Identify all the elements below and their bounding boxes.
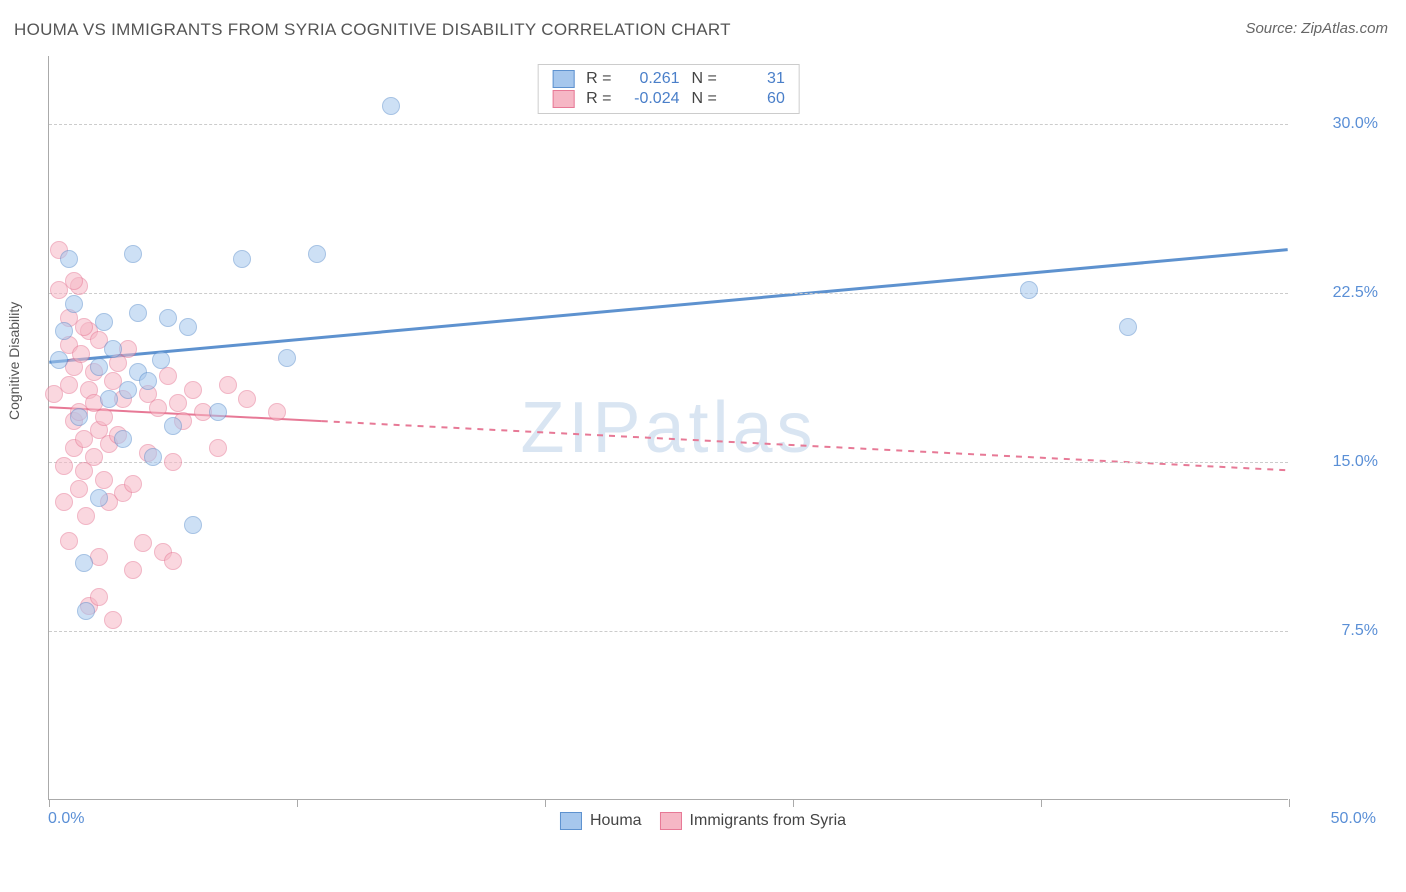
data-point-syria (60, 376, 78, 394)
correlation-chart: HOUMA VS IMMIGRANTS FROM SYRIA COGNITIVE… (0, 0, 1406, 892)
data-point-syria (85, 448, 103, 466)
data-point-syria (55, 457, 73, 475)
x-tick (1041, 799, 1042, 807)
y-tick-label: 22.5% (1298, 284, 1378, 302)
data-point-syria (184, 381, 202, 399)
data-point-houma (70, 408, 88, 426)
data-point-syria (134, 534, 152, 552)
data-point-syria (164, 552, 182, 570)
data-point-syria (124, 475, 142, 493)
data-point-syria (60, 532, 78, 550)
y-tick-label: 15.0% (1298, 453, 1378, 471)
legend-swatch-syria-b (660, 812, 682, 830)
data-point-houma (50, 351, 68, 369)
data-point-houma (124, 245, 142, 263)
data-point-houma (184, 516, 202, 534)
x-tick (793, 799, 794, 807)
data-point-syria (219, 376, 237, 394)
data-point-houma (1020, 281, 1038, 299)
x-tick (297, 799, 298, 807)
chart-source: Source: ZipAtlas.com (1245, 20, 1388, 37)
y-axis-title: Cognitive Disability (6, 302, 22, 420)
data-point-houma (209, 403, 227, 421)
data-point-houma (179, 318, 197, 336)
data-point-houma (114, 430, 132, 448)
data-point-syria (65, 272, 83, 290)
data-point-syria (55, 493, 73, 511)
data-point-houma (233, 250, 251, 268)
data-point-houma (308, 245, 326, 263)
data-point-houma (382, 97, 400, 115)
x-max-label: 50.0% (1331, 810, 1376, 828)
data-point-syria (209, 439, 227, 457)
data-point-houma (75, 554, 93, 572)
data-point-houma (152, 351, 170, 369)
x-tick (545, 799, 546, 807)
data-point-syria (149, 399, 167, 417)
x-tick (1289, 799, 1290, 807)
data-point-houma (55, 322, 73, 340)
grid-line (49, 462, 1288, 463)
trend-line (49, 250, 1287, 363)
data-point-syria (238, 390, 256, 408)
data-point-houma (159, 309, 177, 327)
y-tick-label: 7.5% (1298, 622, 1378, 640)
grid-line (49, 293, 1288, 294)
data-point-houma (95, 313, 113, 331)
data-point-houma (278, 349, 296, 367)
data-point-houma (144, 448, 162, 466)
data-point-houma (77, 602, 95, 620)
data-point-houma (139, 372, 157, 390)
data-point-syria (159, 367, 177, 385)
data-point-syria (72, 345, 90, 363)
data-point-syria (95, 408, 113, 426)
trend-line (322, 421, 1288, 470)
legend-swatch-houma-b (560, 812, 582, 830)
data-point-houma (164, 417, 182, 435)
y-tick-label: 30.0% (1298, 115, 1378, 133)
grid-line (49, 631, 1288, 632)
data-point-houma (90, 358, 108, 376)
data-point-houma (90, 489, 108, 507)
data-point-houma (119, 381, 137, 399)
legend-label-syria: Immigrants from Syria (690, 812, 846, 830)
data-point-syria (268, 403, 286, 421)
x-tick (49, 799, 50, 807)
data-point-houma (129, 304, 147, 322)
chart-title: HOUMA VS IMMIGRANTS FROM SYRIA COGNITIVE… (14, 20, 731, 40)
data-point-syria (104, 611, 122, 629)
grid-line (49, 124, 1288, 125)
data-point-syria (70, 480, 88, 498)
data-point-syria (124, 561, 142, 579)
data-point-syria (75, 318, 93, 336)
legend-item-syria: Immigrants from Syria (660, 812, 846, 830)
legend-label-houma: Houma (590, 812, 642, 830)
trend-lines (49, 56, 1288, 799)
legend-item-houma: Houma (560, 812, 642, 830)
legend-series: Houma Immigrants from Syria (560, 812, 846, 830)
x-min-label: 0.0% (48, 810, 84, 828)
data-point-syria (169, 394, 187, 412)
data-point-syria (77, 507, 95, 525)
data-point-houma (100, 390, 118, 408)
data-point-syria (164, 453, 182, 471)
data-point-houma (104, 340, 122, 358)
data-point-houma (1119, 318, 1137, 336)
data-point-syria (95, 471, 113, 489)
data-point-houma (65, 295, 83, 313)
plot-area: ZIPatlas R = 0.261 N = 31 R = -0.024 N =… (48, 56, 1288, 800)
data-point-houma (60, 250, 78, 268)
